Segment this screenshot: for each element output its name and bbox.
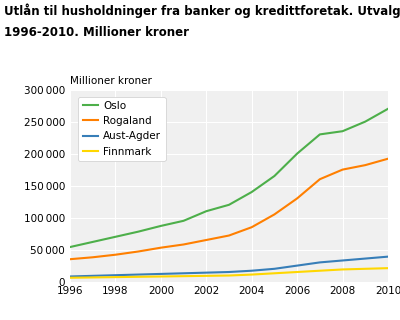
Rogaland (386, 157, 390, 161)
Line: Finnmark: Finnmark (70, 268, 388, 278)
Finnmark (181, 274, 186, 278)
Rogaland (113, 253, 118, 257)
Finnmark (90, 276, 95, 279)
Finnmark (318, 269, 322, 273)
Oslo (295, 152, 300, 156)
Finnmark (158, 275, 163, 278)
Finnmark (136, 275, 140, 279)
Finnmark (226, 274, 231, 277)
Text: 1996-2010. Millioner kroner: 1996-2010. Millioner kroner (4, 26, 189, 39)
Aust-Agder (272, 267, 277, 271)
Text: Utlån til husholdninger fra banker og kredittforetak. Utvalgte fylker.: Utlån til husholdninger fra banker og kr… (4, 3, 400, 18)
Rogaland (136, 250, 140, 253)
Rogaland (158, 246, 163, 250)
Aust-Agder (113, 273, 118, 277)
Rogaland (318, 177, 322, 181)
Legend: Oslo, Rogaland, Aust-Agder, Finnmark: Oslo, Rogaland, Aust-Agder, Finnmark (78, 97, 166, 161)
Aust-Agder (158, 272, 163, 276)
Aust-Agder (249, 269, 254, 273)
Oslo (386, 107, 390, 111)
Oslo (136, 230, 140, 234)
Oslo (158, 224, 163, 228)
Oslo (68, 245, 72, 249)
Finnmark (68, 276, 72, 280)
Finnmark (386, 266, 390, 270)
Aust-Agder (136, 273, 140, 276)
Rogaland (340, 168, 345, 172)
Oslo (363, 120, 368, 124)
Line: Rogaland: Rogaland (70, 159, 388, 259)
Rogaland (272, 212, 277, 216)
Finnmark (363, 267, 368, 271)
Finnmark (113, 275, 118, 279)
Finnmark (295, 270, 300, 274)
Aust-Agder (340, 259, 345, 262)
Rogaland (363, 163, 368, 167)
Rogaland (90, 255, 95, 259)
Aust-Agder (226, 270, 231, 274)
Oslo (318, 132, 322, 136)
Rogaland (249, 225, 254, 229)
Oslo (113, 235, 118, 239)
Rogaland (204, 238, 209, 242)
Aust-Agder (90, 274, 95, 278)
Oslo (90, 240, 95, 244)
Line: Aust-Agder: Aust-Agder (70, 257, 388, 276)
Finnmark (204, 274, 209, 278)
Finnmark (272, 271, 277, 275)
Aust-Agder (68, 275, 72, 278)
Rogaland (181, 243, 186, 246)
Aust-Agder (318, 260, 322, 264)
Oslo (204, 209, 209, 213)
Oslo (181, 219, 186, 223)
Rogaland (295, 196, 300, 200)
Aust-Agder (295, 264, 300, 268)
Finnmark (340, 268, 345, 271)
Oslo (226, 203, 231, 207)
Text: Millioner kroner: Millioner kroner (70, 76, 152, 86)
Rogaland (68, 257, 72, 261)
Rogaland (226, 234, 231, 237)
Oslo (272, 174, 277, 178)
Finnmark (249, 273, 254, 276)
Oslo (249, 190, 254, 194)
Aust-Agder (386, 255, 390, 259)
Line: Oslo: Oslo (70, 109, 388, 247)
Aust-Agder (363, 257, 368, 260)
Aust-Agder (204, 271, 209, 275)
Oslo (340, 129, 345, 133)
Aust-Agder (181, 271, 186, 275)
